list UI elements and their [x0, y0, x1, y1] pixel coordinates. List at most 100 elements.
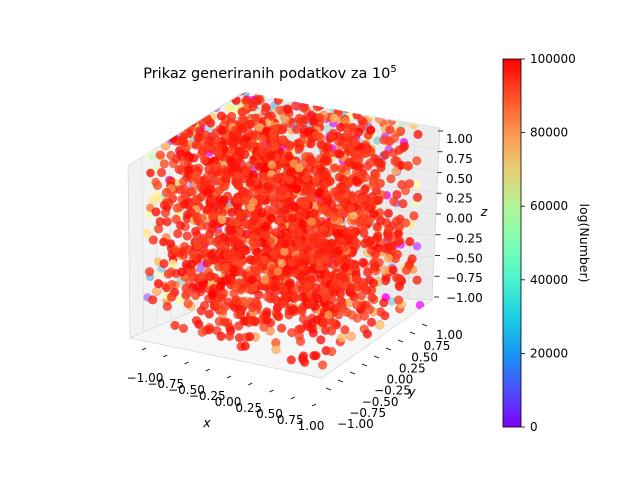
scatter-point	[298, 314, 309, 324]
scatter-point	[415, 301, 425, 310]
z-tick-label: −1.00	[446, 291, 483, 305]
scatter-point	[146, 168, 155, 178]
scatter-point	[165, 121, 175, 131]
scatter-point	[400, 218, 411, 228]
y-tick-mark	[361, 363, 368, 367]
scatter-point	[362, 329, 373, 339]
scatter-point	[176, 151, 186, 161]
colorbar-label: log(Number)	[577, 203, 592, 282]
y-tick-mark	[421, 323, 428, 327]
scatter-point	[179, 138, 189, 148]
scatter-point	[300, 357, 310, 368]
scatter-point	[205, 102, 214, 111]
scatter-point	[349, 292, 359, 302]
scatter-point	[174, 109, 184, 119]
scatter-point	[359, 282, 369, 293]
scatter-point	[265, 236, 276, 247]
scatter-point	[413, 129, 423, 140]
scatter-point	[340, 325, 350, 335]
scatter-point	[227, 225, 237, 236]
scatter-point	[189, 103, 199, 114]
scatter-point	[368, 177, 379, 187]
scatter-point	[304, 299, 315, 309]
scatter-point	[383, 208, 394, 219]
scatter-point	[384, 253, 394, 263]
scatter-point	[333, 96, 343, 105]
scatter-point	[269, 248, 280, 258]
scatter-point	[279, 284, 289, 294]
scatter-point	[291, 292, 301, 303]
scatter-point	[286, 355, 296, 365]
scatter-point	[196, 264, 205, 273]
z-tick-labels: −1.00 −0.75 −0.50 −0.25 0.00 0.25 0.50 0.75 1.00	[434, 130, 483, 305]
scatter-point	[184, 165, 194, 175]
scatter-point	[334, 310, 344, 320]
scatter-point	[316, 335, 326, 345]
scatter-point	[249, 211, 259, 221]
x-tick-mark	[205, 368, 210, 372]
scatter-point	[159, 237, 168, 247]
scatter-point	[145, 210, 154, 219]
scatter-point	[327, 346, 337, 357]
scatter-point	[280, 114, 291, 125]
scatter-point	[224, 250, 234, 261]
scatter-point	[211, 92, 221, 98]
scatter-point	[233, 250, 243, 260]
scatter-point	[349, 194, 359, 205]
scatter-point	[283, 92, 292, 98]
scatter-point	[297, 219, 308, 229]
scatter-point	[393, 295, 404, 305]
scatter-point	[294, 163, 304, 173]
scatter-point	[274, 312, 284, 322]
scatter-point	[295, 336, 306, 347]
chart-title: Prikaz generiranih podatkov za 105	[143, 64, 397, 82]
scatter-point	[346, 331, 356, 342]
scatter-point	[299, 92, 308, 93]
scatter-point	[325, 176, 335, 186]
scatter-point	[248, 283, 259, 294]
scatter-point	[271, 227, 281, 238]
scatter-point	[412, 192, 423, 203]
scatter-point	[368, 107, 378, 117]
scatter-point	[220, 173, 231, 183]
scatter-point	[364, 215, 375, 226]
scatter-point	[388, 265, 398, 275]
scatter-point	[266, 151, 276, 161]
scatter-point	[234, 239, 244, 249]
scatter-point	[202, 205, 212, 215]
scatter-point	[231, 296, 242, 306]
scatter-point	[233, 129, 243, 139]
scatter-point	[387, 297, 397, 306]
scatter-point	[322, 190, 332, 200]
scatter-point	[410, 200, 419, 209]
scatter-point	[232, 170, 243, 181]
scatter-point	[161, 187, 172, 198]
scatter-point	[379, 135, 389, 145]
colorbar-tick-label: 60000	[530, 199, 568, 213]
scatter-point	[269, 282, 280, 292]
scatter-point	[215, 92, 224, 98]
scatter-point	[154, 224, 164, 234]
x-tick-mark	[311, 403, 317, 407]
scatter-point	[323, 124, 333, 133]
scatter-point	[351, 274, 361, 284]
scatter-point	[375, 320, 385, 330]
scatter-point	[394, 281, 405, 292]
x-tick-label: 1.00	[298, 419, 325, 433]
scatter-point	[358, 257, 368, 268]
z-tick-label: 0.00	[446, 212, 473, 226]
scatter-point	[282, 92, 291, 95]
scatter-point	[412, 242, 422, 251]
scatter-point	[327, 200, 337, 210]
scatter-point	[267, 160, 277, 170]
scatter-point	[368, 278, 379, 288]
scatter-point	[390, 156, 400, 166]
scatter-point	[337, 270, 348, 281]
scatter-point	[286, 257, 297, 267]
scatter-point	[366, 236, 376, 246]
scatter-point	[327, 319, 338, 329]
scatter-point	[273, 95, 283, 105]
scatter-point	[313, 240, 323, 250]
scatter-point	[379, 298, 389, 308]
scatter-point	[197, 213, 207, 223]
